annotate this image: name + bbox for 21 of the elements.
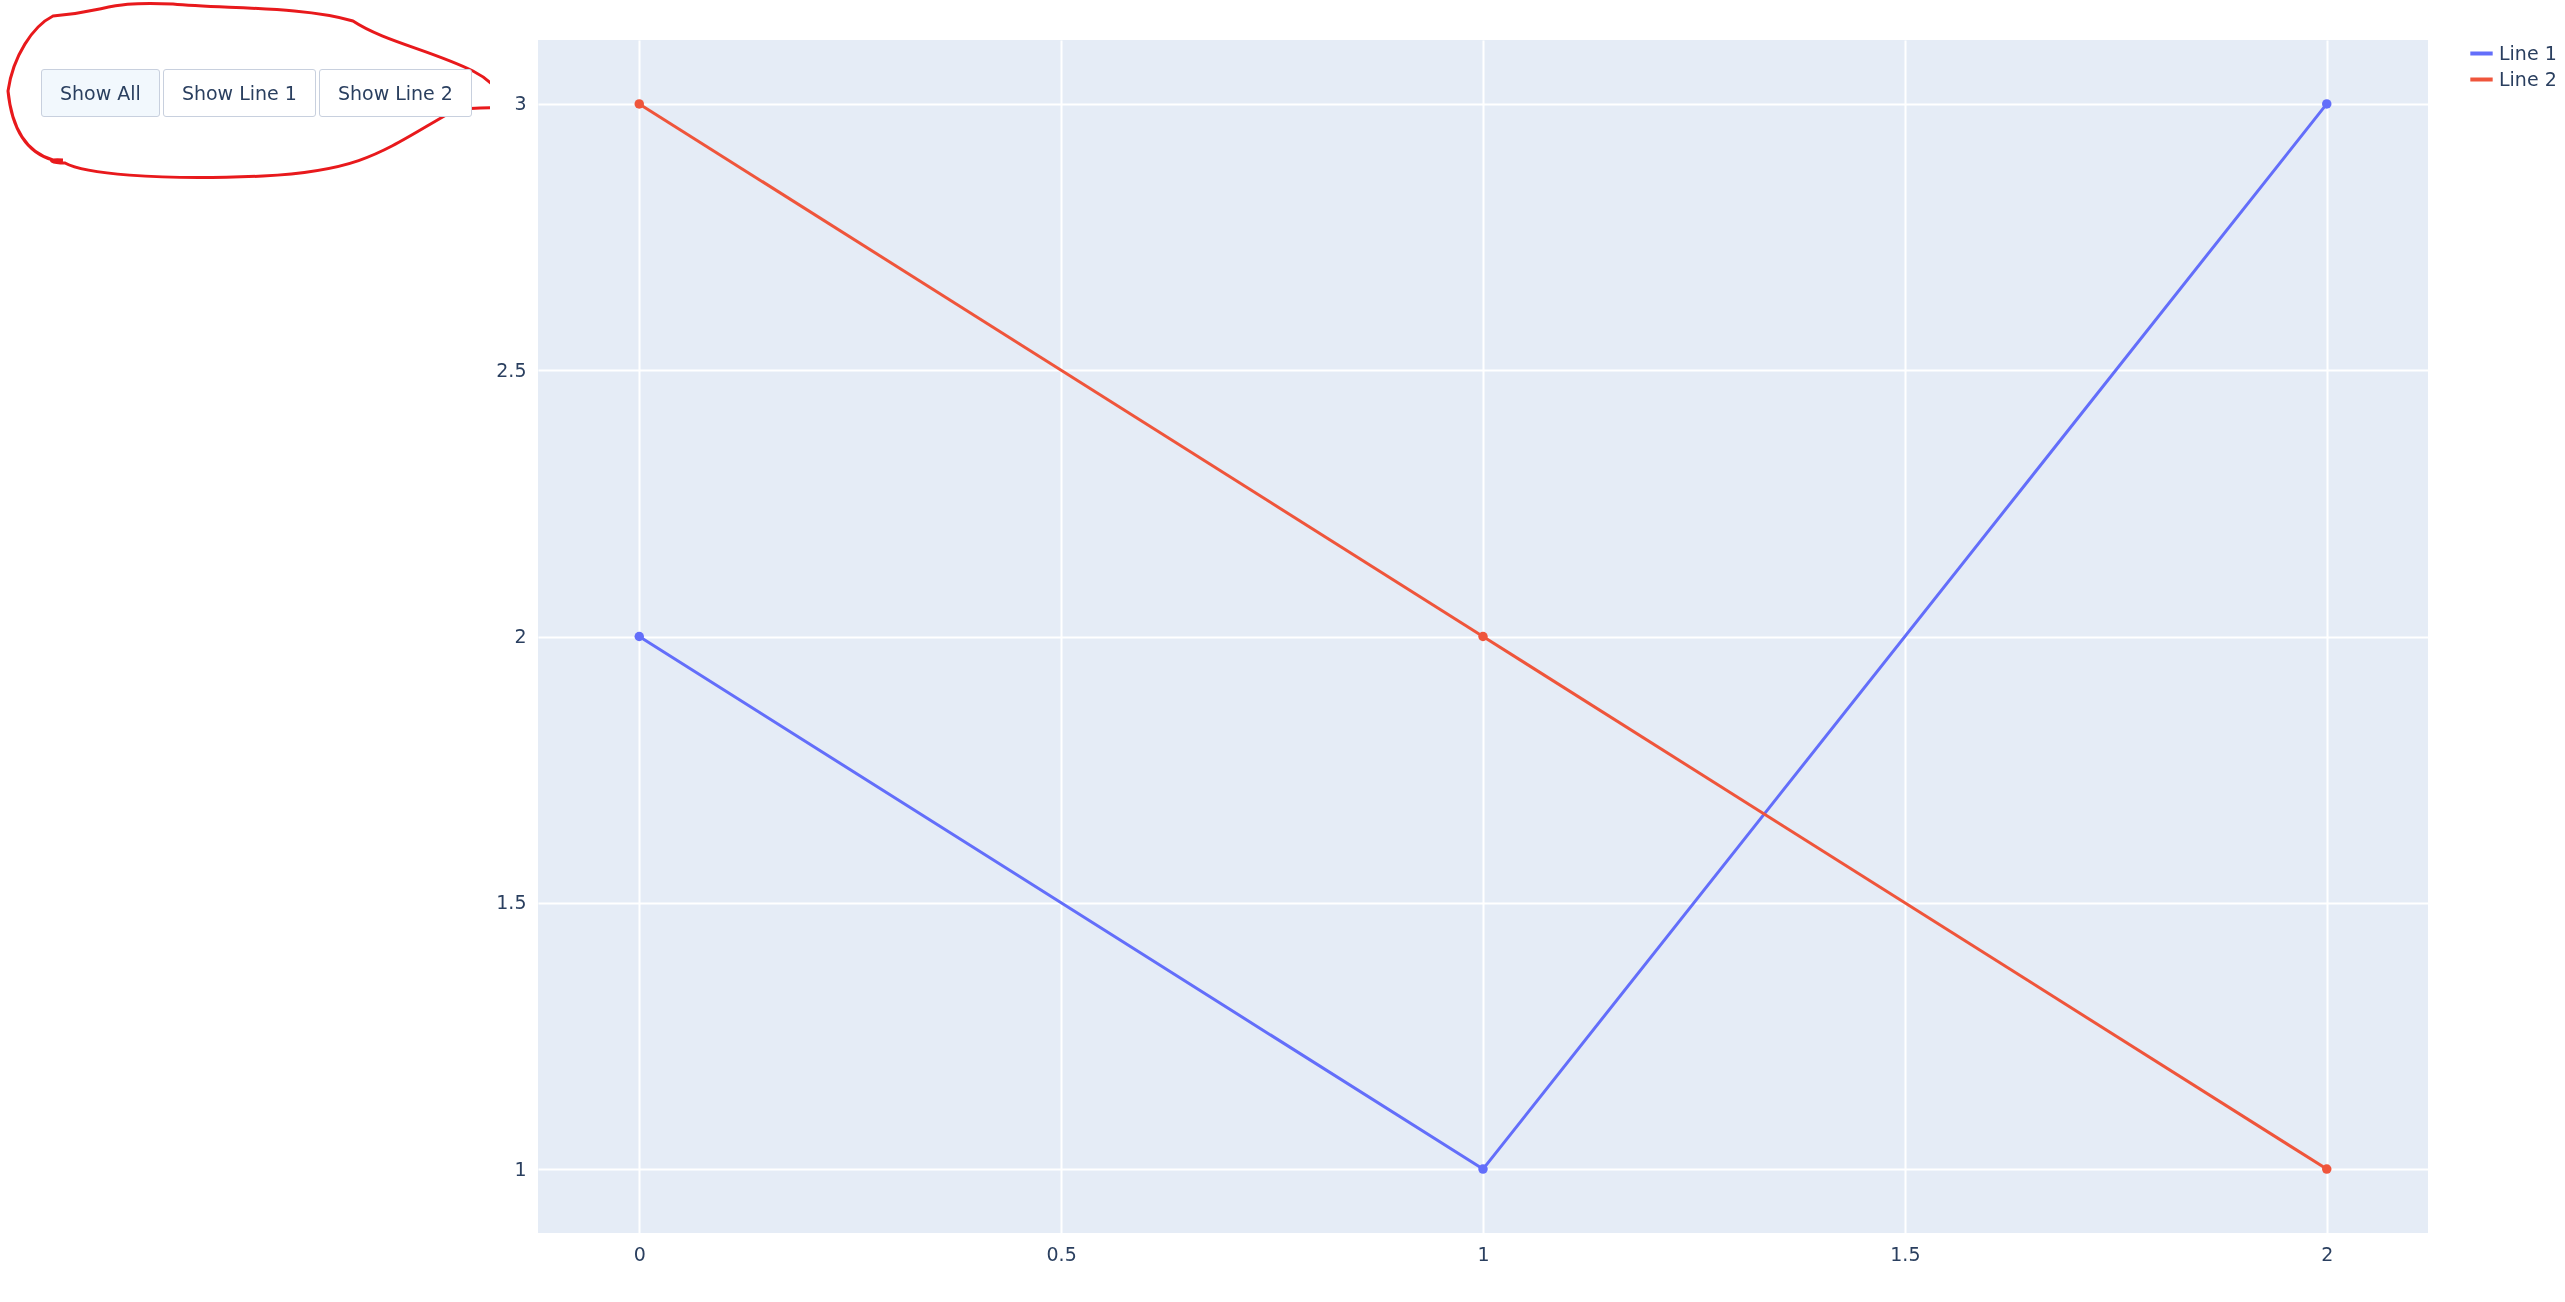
legend-label: Line 1	[2499, 41, 2557, 64]
x-tick-label: 1.5	[1890, 1242, 1921, 1265]
y-tick-label: 1	[514, 1157, 527, 1180]
x-tick-label: 0	[633, 1242, 646, 1265]
text: Show Line 1	[162, 69, 316, 117]
point	[2322, 99, 2332, 109]
x-tick-label: 0.5	[1046, 1242, 1077, 1265]
x-tick-label: 1	[1477, 1242, 1490, 1265]
point	[1478, 631, 1488, 642]
y-tick-label: 2.5	[496, 358, 527, 381]
point	[634, 99, 644, 109]
y-tick-label: 2	[514, 625, 527, 647]
legend-label: Line 2	[2499, 67, 2557, 90]
text: Show All	[41, 69, 160, 117]
point	[1478, 1164, 1488, 1174]
y-tick-label: 1.5	[496, 891, 527, 914]
x-tick-label: 2	[2321, 1242, 2334, 1265]
text: Show Line 2	[318, 69, 472, 117]
point	[2322, 1164, 2332, 1174]
y-tick-label: 3	[514, 92, 527, 115]
point	[634, 631, 644, 642]
